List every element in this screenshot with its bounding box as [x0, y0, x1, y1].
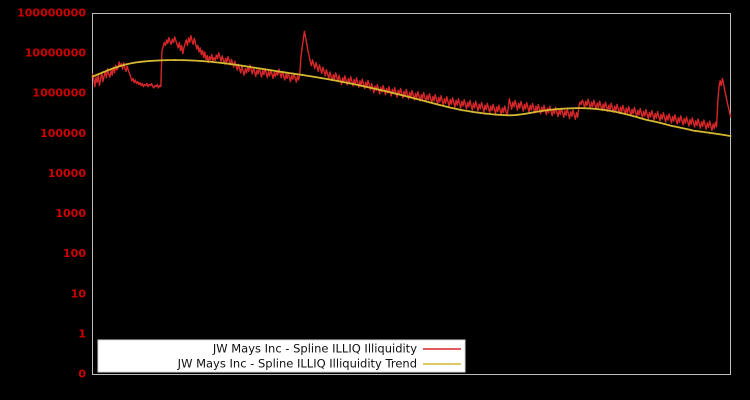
chart-legend[interactable]: JW Mays Inc - Spline ILLIQ IlliquidityJW…: [97, 339, 466, 373]
legend-label: JW Mays Inc - Spline ILLIQ Illiquidity T…: [177, 357, 417, 371]
y-axis-tick-label: 1000000: [32, 87, 86, 100]
y-axis-tick-label: 100000: [40, 127, 86, 140]
y-axis-tick-label: 100000000: [17, 7, 86, 20]
y-axis-tick-label: 0: [78, 368, 86, 381]
y-axis-tick-label: 1000: [55, 207, 86, 220]
y-axis-tick-label: 1: [78, 327, 86, 340]
series-illiquidity: [91, 30, 732, 132]
plot-frame: [92, 13, 731, 375]
y-axis-tick-label: 100: [63, 247, 86, 260]
y-axis-tick-label: 10000000: [25, 47, 87, 60]
legend-background: [97, 339, 466, 373]
y-axis-tick-label: 10: [71, 287, 87, 300]
y-axis-tick-labels: 1000000001000000010000001000001000010001…: [17, 7, 86, 381]
series-illiquidity-trend: [91, 59, 732, 137]
data-series-group: [91, 30, 732, 137]
y-axis-tick-label: 10000: [48, 167, 87, 180]
legend-label: JW Mays Inc - Spline ILLIQ Illiquidity: [212, 342, 417, 356]
